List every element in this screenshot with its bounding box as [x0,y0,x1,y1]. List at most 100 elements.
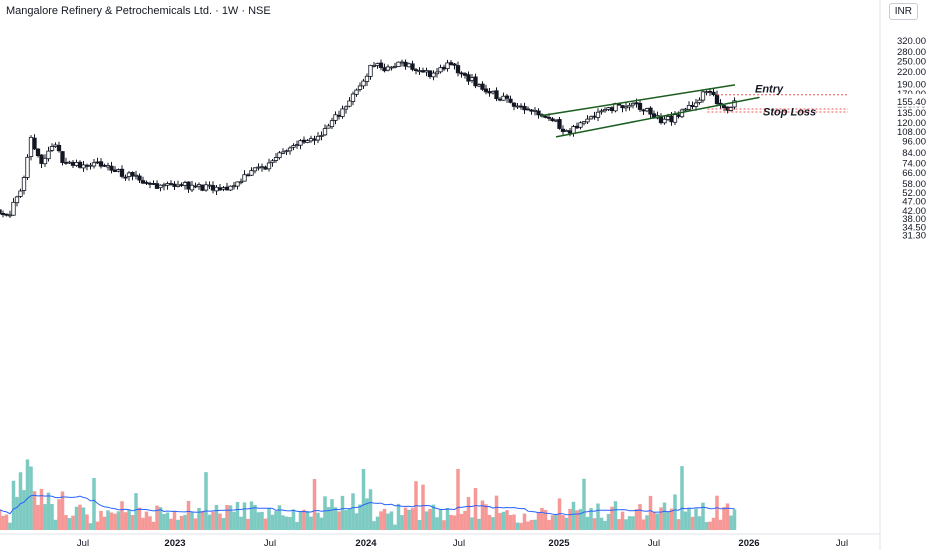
volume-bar [358,504,362,530]
candle-body [7,214,13,217]
volume-bar [620,511,625,530]
volume-bar [256,512,261,530]
volume-bar [270,514,275,530]
candle-body [210,185,216,191]
candle-body [140,180,146,184]
time-axis: Jul 2023 Jul 2024 Jul 2025 Jul 2026 Jul [0,533,880,549]
volume-bar [732,509,737,530]
candle-body [455,65,461,74]
candle-body [378,62,384,68]
volume-bar [526,521,530,530]
volume-bar [375,516,380,530]
candle-body [480,83,485,90]
price-tick-label: 66.00 [902,168,926,179]
volume-bar [309,516,313,530]
candle-body [368,64,373,77]
channel-lower-line [555,96,760,138]
price-tick-label: 58.00 [902,179,926,190]
candle-body [585,118,590,123]
candle-body [25,156,30,178]
candle-body [371,64,377,67]
volume-bar [263,518,268,530]
volume-bar [316,512,320,530]
candle-body [382,67,387,72]
volume-bar [176,519,180,530]
volume-bar [64,515,68,530]
candle-body [427,70,433,77]
volume-bar [274,511,278,530]
volume-bar [582,478,586,530]
candle-body [74,161,79,166]
volume-bar [60,491,65,530]
volume-bar [487,514,492,530]
candle-body [42,157,48,165]
candle-body [28,136,34,157]
candle-body [557,119,562,129]
time-tick-label: 2023 [164,538,185,549]
volume-bar [564,517,569,530]
candle-body [270,160,275,164]
volume-bar [655,513,660,530]
candle-body [648,107,653,115]
volume-bar [351,493,355,530]
candle-body [21,177,27,191]
candle-body [497,98,503,101]
volume-bar [207,514,212,530]
volume-ma-line [0,494,735,516]
volume-bar [585,516,590,530]
candle-body [326,125,331,129]
volume-bar [508,515,513,530]
candle-body [641,109,646,112]
candle-body [420,70,426,73]
candle-body [403,61,408,67]
time-tick-label: Jul [77,538,89,549]
candle-body [707,90,713,93]
candle-body [95,161,100,164]
volume-bar [484,504,488,530]
candle-body [441,66,447,70]
candle-body [508,98,513,103]
volume-bar [239,516,243,530]
volume-bar [298,511,303,530]
volume-bar [123,512,128,530]
volume-bar [323,496,327,530]
time-tick-label: Jul [264,538,276,549]
chart-title: Mangalore Refinery & Petrochemicals Ltd.… [6,5,271,17]
volume-bar [547,519,551,530]
candle-body [665,116,671,120]
candle-body [683,108,688,111]
candle-body [476,84,482,87]
volume-bar [183,514,187,530]
volume-bar [25,459,30,530]
volume-bar [228,505,233,530]
volume-bar [305,511,310,530]
volume-bar [218,513,222,530]
candle-body [567,130,573,134]
candle-body [375,63,380,66]
candle-body [105,165,111,168]
candle-body [445,62,450,69]
candle-body [266,162,272,170]
candle-body [595,111,601,118]
currency-badge[interactable]: INR [888,3,918,20]
candle-body [459,72,464,75]
candle-body [511,102,517,107]
candle-body [231,185,237,188]
volume-bar [505,510,509,530]
candle-body [522,106,527,111]
candle-body [469,77,475,81]
volume-bar [421,484,425,530]
volume-bar [134,493,138,530]
candle-body [686,105,692,110]
candle-body [175,184,181,187]
volume-bar [606,513,611,530]
candle-body [350,93,356,102]
candle-body [343,106,349,110]
price-tick-label: 108.00 [897,127,926,138]
volume-bar [589,508,593,530]
price-tick-label: 220.00 [897,67,926,78]
volume-bar [169,518,173,530]
candle-body [385,66,391,71]
candle-body [305,140,310,144]
